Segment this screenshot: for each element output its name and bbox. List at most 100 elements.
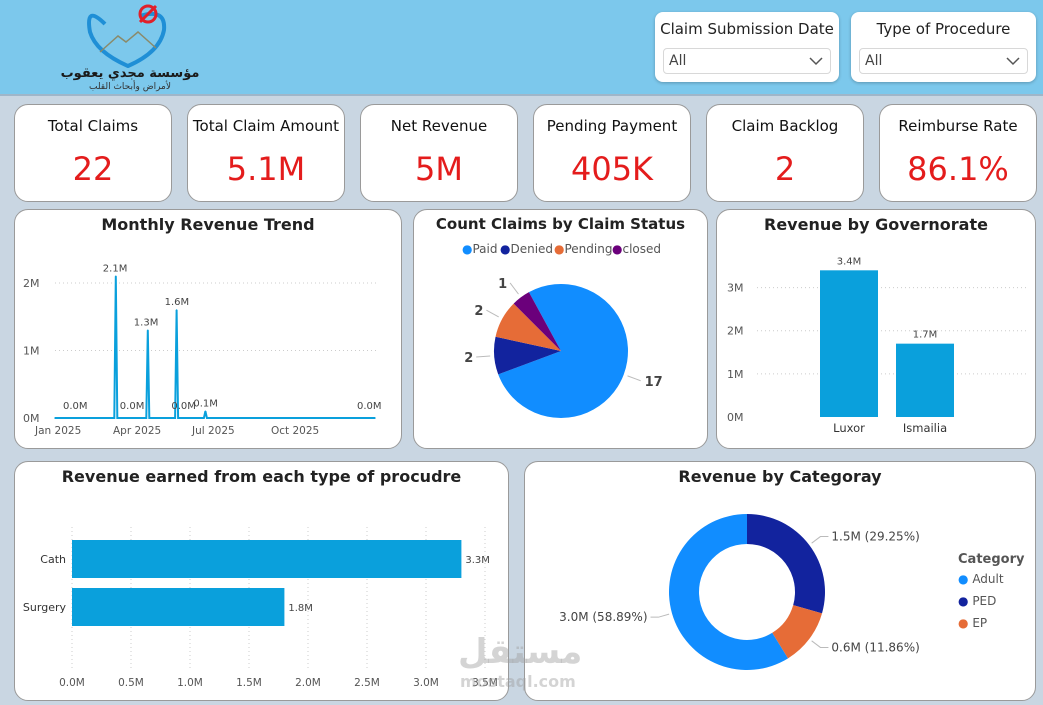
revenue-line — [55, 276, 375, 419]
y-tick-label: 0M — [727, 411, 744, 424]
x-category-label: Luxor — [833, 421, 865, 435]
watermark-sub: mostaql.com — [460, 672, 576, 691]
legend-item-adult[interactable]: ● Adult — [958, 572, 1004, 586]
data-point — [131, 417, 133, 419]
x-tick-label: 0.5M — [118, 677, 144, 689]
slice-label: 17 — [645, 375, 663, 390]
leader-line — [476, 355, 491, 358]
logo-subtitle: لأمراض وأبحاث القلب — [88, 82, 171, 92]
pie-slice-closed — [513, 292, 561, 351]
kpi-claim-backlog: Claim Backlog 2 — [706, 104, 864, 202]
procedure-chart[interactable]: 0.0M 0.5M 1.0M 1.5M 2.0M 2.5M 3.0M 3.5M 3.3M Cath… — [15, 462, 508, 700]
governorate-chart[interactable]: 0M 1M 2M 3M 3.4M Luxor 1.7M Ismailia — [717, 210, 1035, 448]
chevron-down-icon — [809, 57, 823, 66]
y-tick-label: 2M — [23, 277, 40, 290]
bar-luxor — [820, 270, 878, 417]
leader-line — [811, 640, 829, 648]
category-chart[interactable]: 3.0M (58.89%) 1.5M (29.25%) 0.6M (11.86%) — [525, 462, 1035, 700]
x-tick-label: 1.0M — [177, 677, 203, 689]
x-tick-label: Oct 2025 — [271, 425, 319, 437]
kpi-value: 86.1% — [907, 150, 1009, 188]
leader-line — [486, 309, 499, 318]
kpi-title: Pending Payment — [546, 117, 678, 135]
data-label: 1.6M — [165, 297, 190, 308]
bar-cath — [72, 540, 462, 578]
bar-surgery — [72, 588, 285, 626]
kpi-value: 5M — [415, 150, 463, 188]
kpi-total-claim-amount: Total Claim Amount 5.1M — [187, 104, 345, 202]
kpi-pending-payment: Pending Payment 405K — [533, 104, 691, 202]
kpi-value: 22 — [72, 150, 114, 188]
slice-label: 1.5M (29.25%) — [831, 530, 919, 544]
x-category-label: Ismailia — [903, 421, 947, 435]
heart-logo-icon — [87, 4, 167, 69]
category-card: Revenue by Categoray 3.0M (58.89%) 1.5M (… — [524, 461, 1036, 701]
data-label: 2.1M — [103, 263, 128, 274]
slice-label: 3.0M (58.89%) — [559, 610, 647, 624]
claim-date-filter[interactable]: Claim Submission Date All — [655, 12, 839, 82]
kpi-title: Net Revenue — [390, 117, 488, 135]
slice-label: 1 — [498, 277, 507, 292]
y-tick-label: 3M — [727, 282, 744, 295]
category-title: Revenue by Categoray — [678, 467, 882, 486]
x-tick-label: Apr 2025 — [113, 425, 161, 437]
category-legend-title: Category — [958, 552, 1025, 567]
claims-status-title: Count Claims by Claim Status — [435, 215, 686, 233]
kpi-value: 405K — [570, 150, 654, 188]
monthly-revenue-title: Monthly Revenue Trend — [101, 215, 315, 234]
governorate-card: Revenue by Governorate 0M 1M 2M 3M 3.4M Luxor… — [716, 209, 1036, 449]
donut-slice-ped — [747, 514, 825, 614]
bar-value-label: 3.3M — [465, 555, 490, 566]
bar-value-label: 3.4M — [837, 256, 862, 267]
x-tick-label: Jul 2025 — [191, 425, 235, 437]
data-point — [374, 417, 376, 419]
y-category-label: Cath — [40, 553, 66, 566]
legend-item-ped[interactable]: ● PED — [958, 594, 997, 608]
logo-title: مؤسسة مجدي يعقوب — [60, 66, 200, 81]
kpi-value: 2 — [774, 150, 796, 188]
data-point — [115, 275, 117, 278]
y-tick-label: 1M — [23, 345, 40, 358]
slice-label: 2 — [474, 304, 483, 319]
legend-item-closed[interactable]: ●closed — [612, 242, 662, 256]
kpi-total-claims: Total Claims 22 — [14, 104, 172, 202]
legend-item-paid[interactable]: ●Paid — [462, 242, 498, 256]
legend-item-denied[interactable]: ●Denied — [500, 242, 554, 256]
data-label: 0.0M — [171, 401, 196, 412]
procedure-type-filter[interactable]: Type of Procedure All — [851, 12, 1036, 82]
legend-item-ep[interactable]: ● EP — [958, 616, 988, 630]
governorate-title: Revenue by Governorate — [764, 215, 988, 234]
procedure-type-filter-label: Type of Procedure — [876, 20, 1011, 38]
chevron-down-icon — [1006, 57, 1020, 66]
leader-line — [811, 536, 829, 544]
slice-label: 0.6M (11.86%) — [831, 640, 919, 654]
procedure-title: Revenue earned from each type of procudr… — [61, 467, 462, 486]
claim-date-filter-label: Claim Submission Date — [660, 20, 834, 38]
y-tick-label: 1M — [727, 368, 744, 381]
data-point — [54, 417, 56, 419]
pie-slice-paid — [498, 284, 628, 418]
monthly-revenue-card: Monthly Revenue Trend 0M 1M 2M 0.0M 2.1M 0.0M… — [14, 209, 402, 449]
kpi-value: 5.1M — [226, 150, 306, 188]
x-tick-label: 0.0M — [59, 677, 85, 689]
header-bar: مؤسسة مجدي يعقوب لأمراض وأبحاث القلب Cla… — [0, 0, 1043, 96]
y-category-label: Surgery — [23, 601, 67, 614]
kpi-reimburse-rate: Reimburse Rate 86.1% — [879, 104, 1037, 202]
x-tick-label: 1.5M — [236, 677, 262, 689]
legend-item-pending[interactable]: ●Pending — [554, 242, 613, 256]
data-label: 1.3M — [134, 317, 159, 328]
bar-value-label: 1.8M — [288, 603, 313, 614]
data-point — [175, 309, 178, 311]
kpi-title: Total Claim Amount — [192, 117, 340, 135]
watermark-main: مستقل — [458, 632, 583, 672]
procedure-type-dropdown[interactable]: All — [859, 48, 1028, 74]
claim-date-dropdown[interactable]: All — [663, 48, 831, 74]
claims-status-card: Count Claims by Claim Status ●Paid ●Deni… — [413, 209, 708, 449]
x-tick-label: 2.0M — [295, 677, 321, 689]
procedure-card: Revenue earned from each type of procudr… — [14, 461, 509, 701]
slice-label: 2 — [464, 351, 473, 366]
x-tick-label: 2.5M — [354, 677, 380, 689]
leader-line — [650, 613, 670, 618]
